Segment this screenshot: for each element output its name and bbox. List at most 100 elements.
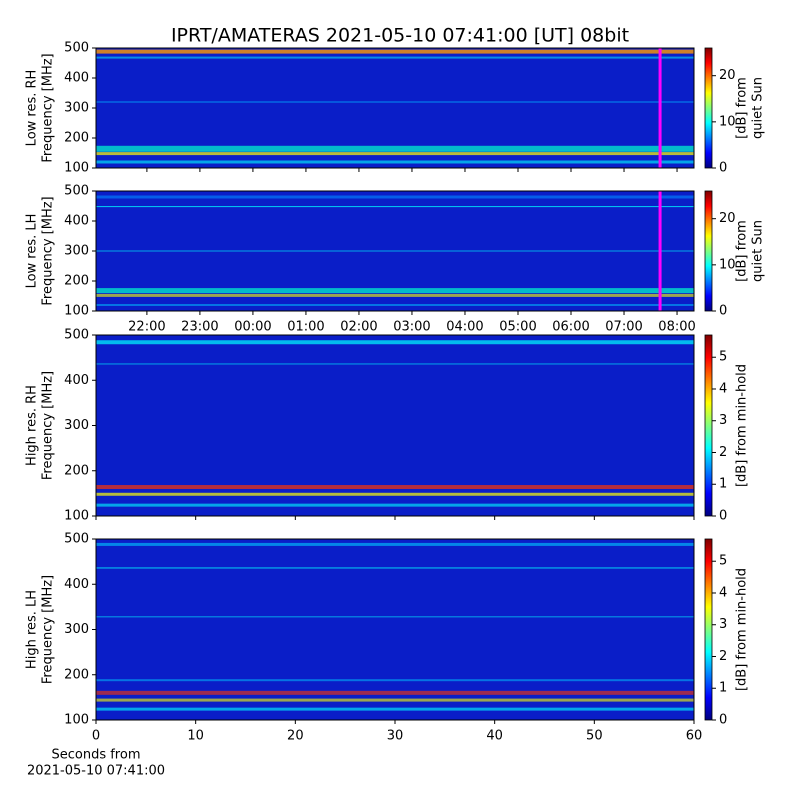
y-tick-label: 300 bbox=[64, 244, 89, 259]
x-tick-label: 02:00 bbox=[340, 320, 377, 335]
heatmap-band bbox=[96, 707, 694, 711]
y-tick-label: 100 bbox=[64, 509, 89, 524]
heatmap-band bbox=[96, 101, 694, 103]
colorbar bbox=[704, 47, 713, 169]
y-tick-label: 500 bbox=[64, 328, 89, 343]
heatmap-band bbox=[96, 679, 694, 682]
heatmap-band bbox=[96, 49, 694, 54]
x-tick-label: 0 bbox=[92, 729, 100, 744]
x-tick-label: 00:00 bbox=[234, 320, 271, 335]
x-tick-label: 05:00 bbox=[499, 320, 536, 335]
colorbar-tick-label: 0 bbox=[719, 713, 727, 728]
x-tick-label: 22:00 bbox=[128, 320, 165, 335]
heatmap-band bbox=[96, 304, 694, 306]
y-axis-label: Frequency [MHz] bbox=[41, 53, 56, 162]
colorbar-tick-label: 3 bbox=[719, 413, 727, 428]
heatmap-band bbox=[96, 503, 694, 507]
y-tick-label: 200 bbox=[64, 667, 89, 682]
heatmap-band bbox=[96, 250, 694, 252]
y-axis-label: Frequency [MHz] bbox=[41, 371, 56, 480]
heatmap-band bbox=[96, 616, 694, 618]
heatmap-band bbox=[96, 160, 694, 164]
heatmap-band bbox=[96, 195, 694, 199]
colorbar-tick-label: 0 bbox=[719, 509, 727, 524]
x-tick-label: 03:00 bbox=[393, 320, 430, 335]
colorbar-label: quiet Sun bbox=[751, 220, 766, 282]
y-axis-label: High res. RH bbox=[25, 385, 40, 466]
x-tick-label: 60 bbox=[686, 729, 703, 744]
x-tick-label: 06:00 bbox=[552, 320, 589, 335]
heatmap-band bbox=[96, 206, 694, 208]
colorbar-tick-label: 4 bbox=[719, 381, 727, 396]
colorbar-label: [dB] from min-hold bbox=[735, 364, 750, 487]
heatmap-band bbox=[96, 340, 694, 345]
y-tick-label: 300 bbox=[64, 101, 89, 116]
y-axis-label: Low res. RH bbox=[25, 70, 40, 147]
colorbar-tick-label: 5 bbox=[719, 350, 727, 365]
x-axis-label: Seconds from bbox=[51, 748, 140, 763]
x-tick-label: 20 bbox=[287, 729, 304, 744]
y-tick-label: 400 bbox=[64, 373, 89, 388]
y-axis-label: Low res. LH bbox=[25, 214, 40, 289]
colorbar-label: [dB] from min-hold bbox=[735, 568, 750, 691]
colorbar-tick-label: 0 bbox=[719, 304, 727, 319]
y-tick-label: 300 bbox=[64, 418, 89, 433]
colorbar-tick-label: 2 bbox=[719, 445, 727, 460]
x-tick-label: 07:00 bbox=[605, 320, 642, 335]
colorbar-tick-label: 3 bbox=[719, 617, 727, 632]
colorbar-label: quiet Sun bbox=[751, 77, 766, 139]
y-axis-label: Frequency [MHz] bbox=[41, 575, 56, 684]
colorbar-label: [dB] from bbox=[735, 77, 750, 139]
heatmap-band bbox=[96, 363, 694, 365]
colorbar-tick-label: 20 bbox=[719, 211, 736, 226]
x-tick-label: 30 bbox=[387, 729, 404, 744]
heatmap-band bbox=[96, 698, 694, 702]
x-tick-label: 08:00 bbox=[658, 320, 695, 335]
heatmap-band bbox=[96, 492, 694, 496]
colorbar-tick-label: 2 bbox=[719, 649, 727, 664]
colorbar bbox=[704, 190, 713, 312]
colorbar-tick-label: 1 bbox=[719, 681, 727, 696]
colorbar-label: [dB] from bbox=[735, 220, 750, 282]
figure-title: IPRT/AMATERAS 2021-05-10 07:41:00 [UT] 0… bbox=[171, 25, 629, 47]
colorbar-tick-label: 5 bbox=[719, 554, 727, 569]
heatmap-band bbox=[96, 542, 694, 546]
y-tick-label: 100 bbox=[64, 713, 89, 728]
heatmap-band bbox=[96, 145, 694, 152]
y-tick-label: 500 bbox=[64, 532, 89, 547]
colorbar-tick-label: 0 bbox=[719, 161, 727, 176]
y-tick-label: 200 bbox=[64, 131, 89, 146]
x-axis-label: 2021-05-10 07:41:00 bbox=[27, 764, 165, 779]
heatmap-band bbox=[96, 56, 694, 59]
y-tick-label: 400 bbox=[64, 71, 89, 86]
colorbar-tick-label: 10 bbox=[719, 114, 736, 129]
y-tick-label: 200 bbox=[64, 274, 89, 289]
colorbar-tick-label: 20 bbox=[719, 68, 736, 83]
x-tick-label: 40 bbox=[486, 729, 503, 744]
heatmap-band bbox=[96, 152, 694, 156]
x-tick-label: 23:00 bbox=[181, 320, 218, 335]
heatmap-band bbox=[96, 690, 694, 695]
x-tick-label: 01:00 bbox=[287, 320, 324, 335]
y-tick-label: 100 bbox=[64, 304, 89, 319]
colorbar bbox=[704, 538, 713, 721]
heatmap-band bbox=[96, 485, 694, 490]
y-tick-label: 100 bbox=[64, 161, 89, 176]
heatmap-background bbox=[96, 539, 694, 720]
y-tick-label: 400 bbox=[64, 214, 89, 229]
y-axis-label: Frequency [MHz] bbox=[41, 196, 56, 305]
heatmap-band bbox=[96, 567, 694, 569]
colorbar-tick-label: 4 bbox=[719, 585, 727, 600]
x-tick-label: 50 bbox=[586, 729, 603, 744]
colorbar-tick-label: 10 bbox=[719, 257, 736, 272]
colorbar-tick-label: 1 bbox=[719, 477, 727, 492]
heatmap-band bbox=[96, 288, 694, 294]
colorbar bbox=[704, 334, 713, 517]
heatmap-band bbox=[96, 293, 694, 297]
y-axis-label: High res. LH bbox=[25, 590, 40, 669]
y-tick-label: 300 bbox=[64, 622, 89, 637]
y-tick-label: 400 bbox=[64, 577, 89, 592]
y-tick-label: 200 bbox=[64, 463, 89, 478]
y-tick-label: 500 bbox=[64, 41, 89, 56]
